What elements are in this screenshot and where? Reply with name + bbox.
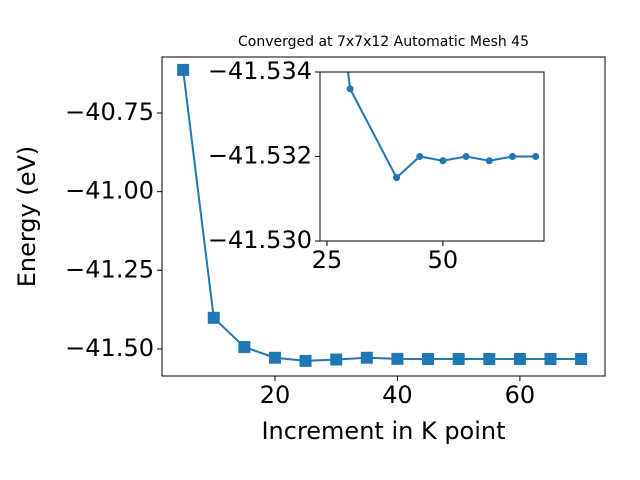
plot-area [320, 72, 544, 241]
marker [462, 153, 470, 160]
marker [513, 352, 526, 365]
marker [532, 153, 540, 160]
marker [360, 351, 373, 364]
marker [422, 353, 435, 366]
marker [416, 153, 424, 160]
marker [485, 157, 493, 165]
series [346, 72, 540, 182]
y-axis-label: Energy (eV) [13, 146, 41, 288]
marker [439, 157, 447, 165]
marker [346, 85, 354, 93]
y-tick-label: −41.532 [208, 142, 312, 170]
x-tick-label: 60 [505, 381, 536, 409]
marker [544, 353, 557, 366]
x-tick-label: 40 [382, 381, 413, 409]
chart-title: Converged at 7x7x12 Automatic Mesh 45 [238, 34, 529, 50]
x-tick-label: 25 [312, 246, 343, 274]
marker [483, 353, 496, 366]
y-tick-label: −41.50 [65, 334, 154, 362]
y-tick-label: −41.00 [65, 177, 154, 205]
y-tick-label: −41.25 [65, 255, 154, 283]
y-tick-label: −41.530 [208, 226, 312, 254]
x-axis-label: Increment in K point [261, 417, 505, 445]
y-tick-label: −41.534 [208, 57, 312, 85]
marker [508, 153, 516, 160]
x-tick-label: 20 [260, 381, 291, 409]
marker [238, 341, 251, 354]
marker [393, 174, 401, 182]
y-tick-label: −40.75 [65, 98, 154, 126]
marker [207, 311, 220, 324]
marker [177, 63, 190, 76]
marker [268, 351, 281, 364]
marker [299, 354, 312, 367]
series [177, 63, 588, 367]
marker [391, 352, 404, 365]
axes-frame [319, 71, 545, 242]
axes-frame [161, 56, 606, 377]
marker [452, 352, 465, 365]
marker [330, 353, 343, 366]
x-tick-label: 50 [428, 246, 459, 274]
marker [575, 353, 588, 366]
